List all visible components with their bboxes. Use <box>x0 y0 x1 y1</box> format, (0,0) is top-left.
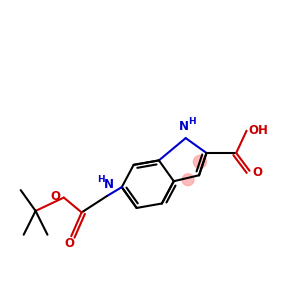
Text: O: O <box>252 166 262 179</box>
Text: N: N <box>179 120 189 133</box>
Text: N: N <box>103 178 113 191</box>
Circle shape <box>182 174 194 186</box>
Text: O: O <box>65 237 75 250</box>
Circle shape <box>194 155 206 168</box>
Text: H: H <box>97 175 105 184</box>
Text: OH: OH <box>248 124 268 137</box>
Text: O: O <box>50 190 61 202</box>
Text: H: H <box>188 117 196 126</box>
